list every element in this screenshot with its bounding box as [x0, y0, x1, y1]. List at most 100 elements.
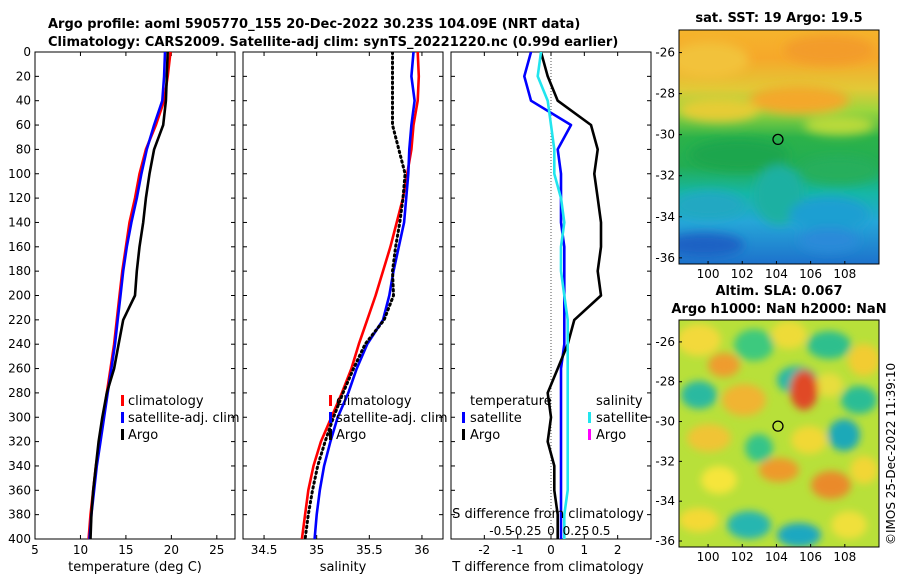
depth-tick-label: 140 [8, 215, 31, 229]
x-tick-label: 25 [209, 543, 224, 557]
legend-label-temperature-argo: Argo [470, 428, 500, 443]
series-line-argo [89, 52, 169, 539]
legend-swatch-satellite [121, 412, 124, 423]
salinity-difference-scale: -0.5-0.25 0 0.25 0.5 [489, 524, 610, 538]
depth-tick-label: 220 [8, 313, 31, 327]
x-tick-label: 20 [164, 543, 179, 557]
legend-swatch-climatology [121, 395, 124, 406]
lon-tick-label: 108 [833, 550, 856, 564]
s-diff-tick-label: -0.25 [510, 524, 541, 538]
salinity-y-ticks [243, 51, 443, 540]
s-diff-tick-label: 0.5 [591, 524, 610, 538]
x-tick-label: -1 [512, 543, 524, 557]
legend-swatch-satellite [329, 412, 332, 423]
temperature-x-ticks: 5 10 15 20 25 [31, 52, 224, 557]
legend-swatch-temperature-argo [462, 429, 465, 440]
sst-map: sat. SST: 19 Argo: 19.5 100 102 104 106 108 -… [655, 11, 880, 281]
temperature-axis-label: temperature (deg C) [68, 560, 202, 575]
lon-tick-label: 104 [765, 550, 788, 564]
legend-label-climatology: climatology [336, 394, 412, 409]
s-diff-tick-label: -0.5 [489, 524, 512, 538]
legend-swatch-argo [121, 429, 124, 440]
sla-map-title-line-1: Altim. SLA: 0.067 [716, 284, 843, 299]
lon-tick-label: 102 [731, 550, 754, 564]
legend-title-temperature: temperature [470, 394, 552, 409]
lon-tick-label: 104 [765, 267, 788, 281]
depth-axis-ticks: 0 20 40 60 80 100 120 140 160 180 200 220 240 260 280 3… [8, 45, 235, 546]
x-tick-label: 5 [31, 543, 39, 557]
depth-tick-label: 360 [8, 483, 31, 497]
series-line-satellite-adj-clim [313, 52, 416, 539]
temperature-legend: climatology satellite-adj. clim Argo [121, 394, 240, 443]
legend-swatch-temperature-satellite [462, 412, 465, 423]
lat-tick-label: -26 [655, 335, 675, 349]
lon-tick-label: 108 [833, 267, 856, 281]
imos-timestamp: ©IMOS 25-Dec-2022 11:39:10 [884, 363, 898, 545]
x-tick-label: 34.5 [251, 543, 278, 557]
depth-tick-label: 60 [16, 118, 31, 132]
series-line-temperature-argo [539, 52, 603, 539]
sla-map-title-line-2: Argo h1000: NaN h2000: NaN [671, 302, 886, 317]
legend-title-salinity: salinity [596, 394, 643, 409]
depth-tick-label: 20 [16, 69, 31, 83]
lon-tick-label: 102 [731, 267, 754, 281]
legend-label-climatology: climatology [128, 394, 204, 409]
legend-swatch-climatology [329, 395, 332, 406]
x-tick-label: -2 [478, 543, 490, 557]
depth-tick-label: 120 [8, 191, 31, 205]
temperature-difference-label: T difference from climatology [451, 560, 644, 575]
legend-swatch-salinity-satellite [588, 412, 591, 423]
legend-label-temperature-satellite: satellite [470, 411, 522, 426]
sst-map-frame [678, 29, 880, 265]
salinity-legend: climatology satellite-adj. clim Argo [329, 394, 448, 443]
lon-tick-label: 100 [697, 267, 720, 281]
s-diff-tick-label: 0 [547, 524, 555, 538]
legend-swatch-salinity-argo [588, 429, 591, 440]
x-tick-label: 10 [73, 543, 88, 557]
salinity-x-ticks: 34.5 35 35.5 36 [251, 52, 430, 557]
depth-tick-label: 280 [8, 386, 31, 400]
legend-swatch-argo [329, 429, 332, 440]
salinity-difference-label: S difference from climatology [452, 507, 644, 522]
lat-tick-label: -34 [655, 210, 675, 224]
depth-tick-label: 260 [8, 362, 31, 376]
depth-tick-label: 380 [8, 508, 31, 522]
depth-tick-label: 240 [8, 337, 31, 351]
difference-y-ticks [451, 51, 651, 540]
header-line-2: Climatology: CARS2009. Satellite-adj cli… [48, 35, 618, 50]
depth-tick-label: 40 [16, 94, 31, 108]
lat-tick-label: -32 [655, 454, 675, 468]
difference-panel: -2 -1 0 1 2 -0.5-0.25 0 0.25 0.5 S difference f… [450, 51, 652, 575]
s-diff-tick-label: 0.25 [563, 524, 590, 538]
lat-tick-label: -28 [655, 375, 675, 389]
depth-tick-label: 80 [16, 142, 31, 156]
series-line-salinity-satellite [536, 52, 570, 539]
sst-map-ticks: 100 102 104 106 108 -26 -28 -30 -32 -34 -36 [655, 46, 856, 281]
legend-label-salinity-satellite: satellite [596, 411, 648, 426]
salinity-axis-label: salinity [320, 560, 367, 575]
depth-tick-label: 0 [23, 45, 31, 59]
depth-tick-label: 400 [8, 532, 31, 546]
temperature-panel: 0 20 40 60 80 100 120 140 160 180 200 220 240 260 280 3… [8, 45, 240, 575]
lat-tick-label: -28 [655, 87, 675, 101]
x-tick-label: 0 [547, 543, 555, 557]
lon-tick-label: 106 [799, 267, 822, 281]
x-tick-label: 36 [414, 543, 429, 557]
sla-map-image [679, 320, 879, 547]
legend-label-satellite: satellite-adj. clim [336, 411, 448, 426]
lat-tick-label: -32 [655, 169, 675, 183]
lat-tick-label: -26 [655, 46, 675, 60]
x-tick-label: 35 [309, 543, 324, 557]
depth-tick-label: 320 [8, 435, 31, 449]
depth-tick-label: 100 [8, 167, 31, 181]
sla-map: Altim. SLA: 0.067 Argo h1000: NaN h2000:… [655, 284, 886, 564]
temperature-lines [87, 52, 172, 539]
depth-tick-label: 300 [8, 410, 31, 424]
salinity-lines [300, 52, 421, 539]
sla-map-ticks: 100 102 104 106 108 -26 -28 -30 -32 -34 -36 [655, 335, 856, 564]
difference-x-ticks: -2 -1 0 1 2 [478, 52, 621, 557]
difference-lines [522, 52, 603, 539]
difference-legend: temperature satellite Argo salinity sate… [462, 394, 648, 443]
depth-tick-label: 340 [8, 459, 31, 473]
